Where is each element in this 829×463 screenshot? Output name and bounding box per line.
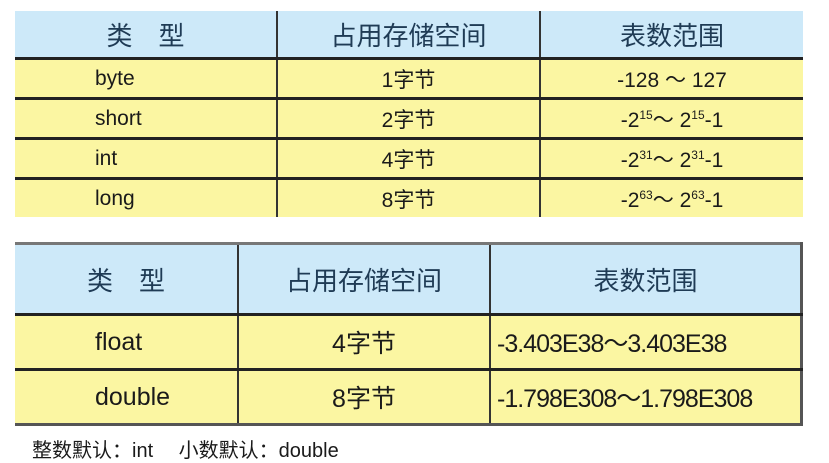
exponent: 63 [691,187,705,202]
table-row: long 8字节 -263～ 263-1 [15,177,803,217]
tilde: ～ [652,148,674,172]
tilde: ～ [652,108,674,132]
range-cell: -263～ 263-1 [539,177,803,217]
table-row: float 4字节 -3.403E38～3.403E38 [15,313,802,370]
table-header: 类 型 占用存储空间 表数范围 [15,11,803,59]
size-cell: 8字节 [276,177,540,217]
minus-one: -1 [704,108,724,132]
float-types-table: 类 型 占用存储空间 表数范围 float 4字节 -3.403E38～3.40… [15,242,803,426]
type-cell: byte [15,57,277,99]
header-range: 表数范围 [489,243,802,315]
base: 2 [627,108,640,132]
exponent: 63 [639,187,653,202]
header-range: 表数范围 [539,11,803,59]
exponent: 31 [639,147,653,162]
header-type: 类 型 [15,243,238,315]
range-cell: -215～ 215-1 [539,97,803,139]
exponent: 15 [639,107,653,122]
exponent: 15 [691,107,705,122]
type-cell: float [15,313,238,370]
minus: - [620,188,628,212]
size-cell: 4字节 [237,313,490,370]
defaults-note: 整数默认：int 小数默认：double [32,440,339,462]
base: 2 [679,148,692,172]
tilde: ～ [652,188,674,212]
header-size: 占用存储空间 [237,243,490,315]
table-row: double 8字节 -1.798E308～1.798E308 [15,368,802,425]
type-cell: int [15,137,277,179]
table-row: short 2字节 -215～ 215-1 [15,97,803,139]
table-row: byte 1字节 -128 ～ 127 [15,57,803,99]
integer-types-table: 类 型 占用存储空间 表数范围 byte 1字节 -128 ～ 127 shor… [15,11,803,217]
base: 2 [679,188,692,212]
size-cell: 4字节 [276,137,540,179]
header-type: 类 型 [15,11,277,59]
minus-one: -1 [704,188,724,212]
base: 2 [627,188,640,212]
size-cell: 8字节 [237,368,490,425]
range-cell: -128 ～ 127 [539,57,803,99]
range-cell: -1.798E308～1.798E308 [489,368,802,425]
base: 2 [679,108,692,132]
exponent: 31 [691,147,705,162]
header-size: 占用存储空间 [276,11,540,59]
minus-one: -1 [704,148,724,172]
minus: - [620,148,628,172]
size-cell: 2字节 [276,97,540,139]
base: 2 [627,148,640,172]
minus: - [620,108,628,132]
range-cell: -3.403E38～3.403E38 [489,313,802,370]
type-cell: short [15,97,277,139]
table-row: int 4字节 -231～ 231-1 [15,137,803,179]
type-cell: double [15,368,238,425]
table-header: 类 型 占用存储空间 表数范围 [15,243,802,315]
range-cell: -231～ 231-1 [539,137,803,179]
size-cell: 1字节 [276,57,540,99]
type-cell: long [15,177,277,217]
